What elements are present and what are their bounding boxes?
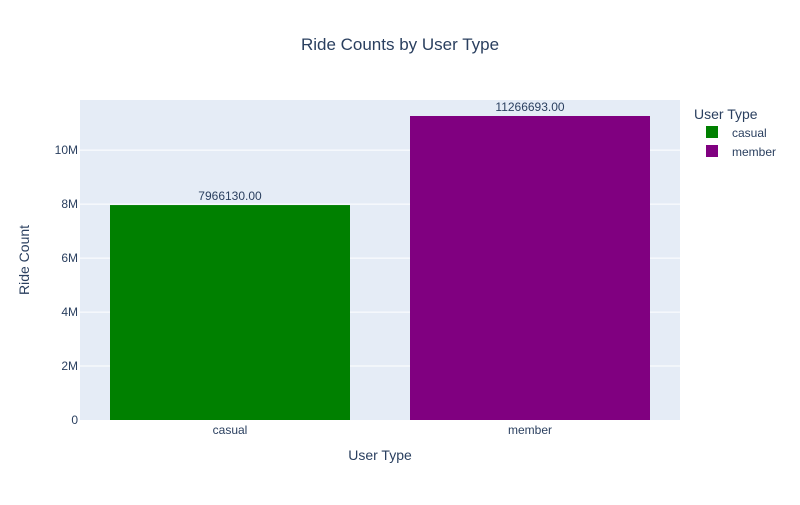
y-tick-label: 2M — [61, 359, 78, 373]
y-tick-label: 6M — [61, 251, 78, 265]
bars — [110, 116, 650, 421]
legend-label: member — [732, 145, 776, 159]
y-axis-title: Ride Count — [16, 225, 32, 295]
y-tick-label: 0 — [71, 413, 78, 427]
legend-title: User Type — [694, 106, 758, 122]
legend-label: casual — [732, 126, 767, 140]
y-tick-label: 8M — [61, 197, 78, 211]
data-label-casual: 7966130.00 — [198, 189, 262, 203]
data-label-member: 11266693.00 — [495, 100, 565, 114]
bar-casual[interactable] — [110, 205, 350, 420]
y-axis-ticks: 0 2M 4M 6M 8M 10M — [55, 143, 79, 427]
legend-item-casual[interactable]: casual — [706, 126, 767, 140]
bar-member[interactable] — [410, 116, 650, 421]
x-tick-label: casual — [213, 423, 248, 437]
legend[interactable]: User Type casual member — [694, 106, 776, 159]
legend-item-member[interactable]: member — [706, 145, 776, 159]
x-axis-ticks: casual member — [213, 423, 552, 437]
x-tick-label: member — [508, 423, 552, 437]
y-tick-label: 4M — [61, 305, 78, 319]
legend-swatch — [706, 145, 718, 157]
x-axis-title: User Type — [348, 447, 412, 463]
legend-swatch — [706, 126, 718, 138]
data-labels: 7966130.00 11266693.00 — [198, 100, 565, 203]
y-tick-label: 10M — [55, 143, 78, 157]
chart-title: Ride Counts by User Type — [301, 35, 499, 54]
